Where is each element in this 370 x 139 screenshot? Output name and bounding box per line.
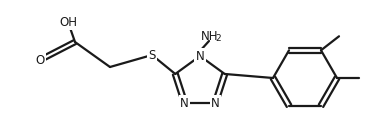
Text: N: N [196, 49, 204, 63]
Text: S: S [148, 49, 156, 61]
Text: NH: NH [201, 29, 219, 43]
Text: N: N [180, 96, 189, 110]
Text: N: N [211, 96, 220, 110]
Text: OH: OH [59, 16, 77, 28]
Text: O: O [36, 54, 45, 66]
Text: 2: 2 [215, 33, 221, 43]
